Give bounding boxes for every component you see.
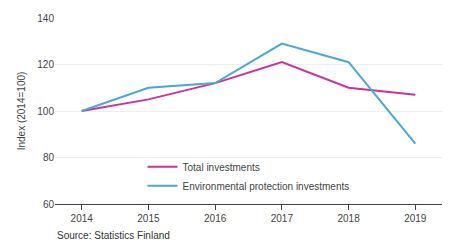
svg-text:2015: 2015 bbox=[137, 213, 160, 224]
svg-text:Total investments: Total investments bbox=[183, 162, 260, 173]
svg-text:Index (2014=100): Index (2014=100) bbox=[16, 72, 27, 151]
svg-text:100: 100 bbox=[37, 106, 54, 117]
svg-text:80: 80 bbox=[43, 152, 55, 163]
svg-text:Source: Statistics Finland: Source: Statistics Finland bbox=[57, 230, 170, 241]
svg-text:2014: 2014 bbox=[71, 213, 94, 224]
svg-text:Environmental protection inves: Environmental protection investments bbox=[183, 181, 350, 192]
svg-text:2018: 2018 bbox=[337, 213, 360, 224]
svg-text:60: 60 bbox=[43, 199, 55, 210]
svg-text:2017: 2017 bbox=[271, 213, 294, 224]
svg-text:140: 140 bbox=[37, 13, 54, 24]
svg-text:2019: 2019 bbox=[404, 213, 427, 224]
svg-text:120: 120 bbox=[37, 59, 54, 70]
svg-text:2016: 2016 bbox=[204, 213, 227, 224]
